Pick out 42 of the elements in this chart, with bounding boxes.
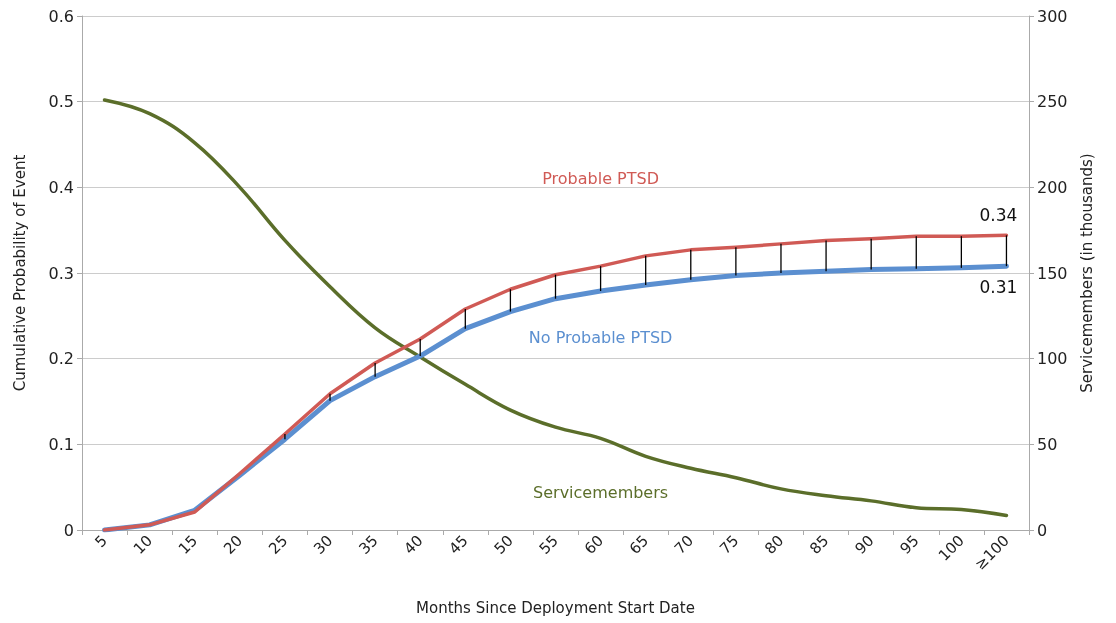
x-tick-label: 65	[625, 531, 653, 558]
y2-tick-label: 150	[1037, 263, 1068, 283]
y2-tick-label: 50	[1037, 434, 1058, 454]
data-label: 0.34	[979, 204, 1018, 225]
y-tick-label: 0.4	[48, 177, 74, 197]
x-tick-label: 45	[445, 531, 472, 558]
x-tick-label: 20	[219, 531, 247, 558]
x-tick-label: 5	[91, 531, 111, 552]
y-tick-label: 0	[63, 520, 74, 540]
x-tick-label: 75	[716, 531, 743, 558]
x-axis-title: Months Since Deployment Start Date	[416, 598, 695, 617]
y-axis-title: Cumulative Probability of Event	[10, 154, 29, 392]
y2-tick-label: 0	[1037, 520, 1048, 540]
series-label: No Probable PTSD	[528, 327, 673, 347]
x-tick-label: 85	[806, 531, 833, 558]
x-tick-label: 70	[670, 531, 698, 558]
y2-tick-label: 200	[1037, 177, 1068, 197]
x-tick-label: 50	[490, 531, 517, 558]
x-tick-label: 95	[896, 531, 923, 558]
x-tick-label: 40	[400, 531, 427, 558]
y-tick-label: 0.3	[48, 263, 74, 283]
x-tick-label: 100	[934, 531, 968, 565]
series-label: Servicemembers	[533, 482, 669, 502]
y-tick-label: 0.2	[48, 349, 74, 369]
x-tick-label: 90	[851, 531, 878, 558]
x-tick-label: 55	[535, 531, 562, 558]
y-tick-label: 0.1	[48, 434, 74, 454]
x-tick-label: 35	[355, 531, 382, 558]
x-tick-label: 30	[310, 531, 337, 558]
y2-tick-label: 300	[1037, 6, 1068, 26]
data-label: 0.31	[979, 276, 1018, 297]
x-tick-label: 80	[761, 531, 788, 558]
y2-tick-label: 250	[1037, 92, 1068, 112]
x-tick-label: 15	[174, 531, 202, 558]
x-tick-label: 25	[265, 531, 292, 558]
x-tick-label: 10	[129, 531, 157, 558]
x-tick-label: 60	[580, 531, 607, 558]
text: Probable PTSD	[542, 169, 659, 189]
y-tick-label: 0.5	[48, 92, 74, 112]
y-tick-label: 0.6	[48, 6, 74, 26]
y2-tick-label: 100	[1037, 349, 1068, 369]
y2-axis-title: Servicemembers (in thousands)	[1077, 153, 1096, 393]
